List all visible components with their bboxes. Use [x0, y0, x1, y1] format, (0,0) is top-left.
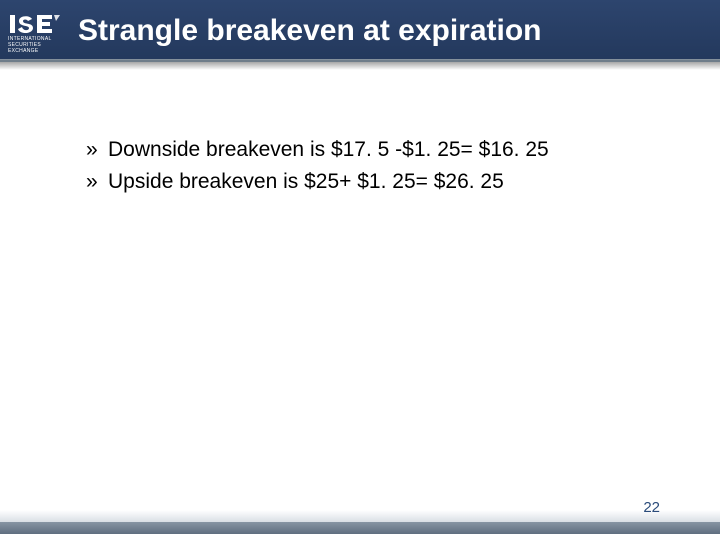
ise-logo: INTERNATIONAL SECURITIES EXCHANGE: [0, 0, 72, 62]
bullet-text: Downside breakeven is $17. 5 -$1. 25= $1…: [108, 134, 549, 166]
slide-footer: [0, 514, 720, 540]
bullet-marker: »: [86, 166, 108, 198]
logo-sub3: EXCHANGE: [8, 48, 39, 54]
list-item: » Upside breakeven is $25+ $1. 25= $26. …: [86, 166, 549, 198]
page-number: 22: [643, 499, 660, 516]
slide-title: Strangle breakeven at expiration: [72, 14, 720, 48]
bullet-text: Upside breakeven is $25+ $1. 25= $26. 25: [108, 166, 504, 198]
bullet-list: » Downside breakeven is $17. 5 -$1. 25= …: [86, 134, 549, 198]
slide-body: » Downside breakeven is $17. 5 -$1. 25= …: [0, 62, 720, 540]
slide-header: INTERNATIONAL SECURITIES EXCHANGE Strang…: [0, 0, 720, 62]
footer-glow: [0, 510, 720, 522]
slide: INTERNATIONAL SECURITIES EXCHANGE Strang…: [0, 0, 720, 540]
bullet-marker: »: [86, 134, 108, 166]
ise-logo-svg: INTERNATIONAL SECURITIES EXCHANGE: [4, 7, 68, 55]
list-item: » Downside breakeven is $17. 5 -$1. 25= …: [86, 134, 549, 166]
footer-bar: [0, 522, 720, 534]
